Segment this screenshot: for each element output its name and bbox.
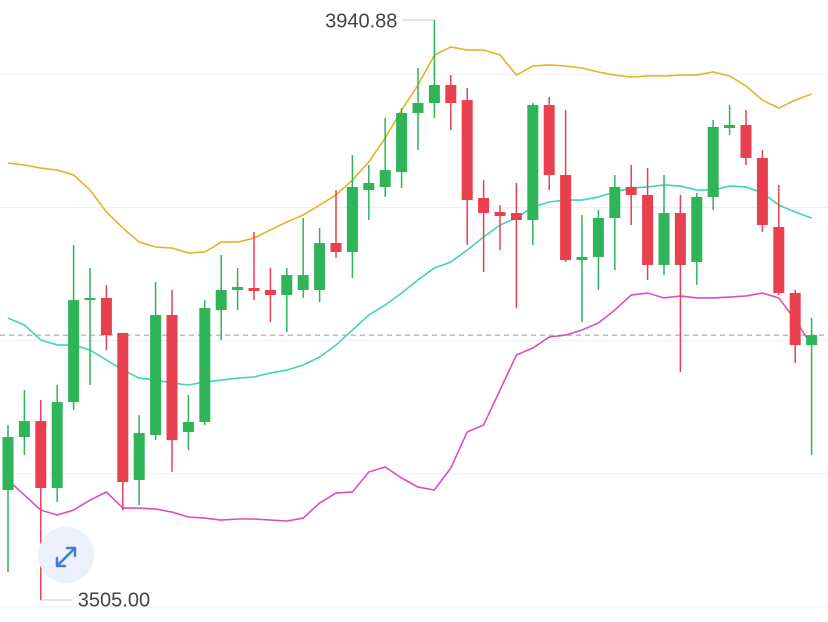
candle-body [806, 335, 818, 346]
annotation-label: 3940.88 [325, 10, 397, 32]
candle-body [117, 332, 129, 483]
candle-body [166, 314, 178, 441]
candle-body [199, 308, 211, 422]
candle-body [35, 421, 47, 488]
candle-body [412, 103, 424, 113]
candle-body [133, 433, 145, 481]
candle-body [642, 194, 654, 265]
annotation-label: 3505.00 [78, 589, 150, 611]
band-line [7, 46, 812, 254]
candle-body [215, 289, 227, 311]
candle-body [592, 217, 604, 257]
candle-body [625, 186, 637, 195]
candle-body [510, 213, 522, 220]
candle-body [68, 300, 80, 403]
candle-body [264, 289, 276, 296]
expand-button-bg[interactable] [38, 527, 94, 583]
candle-body [756, 157, 768, 226]
candle-body [740, 124, 752, 158]
candle-body [379, 170, 391, 187]
candle-body [330, 242, 342, 253]
expand-button[interactable] [38, 527, 94, 583]
candle-body [724, 124, 736, 129]
candle-body [396, 112, 408, 173]
candle-body [232, 287, 244, 290]
candle-body [428, 85, 440, 104]
candle-body [84, 297, 96, 301]
candle-body [691, 196, 703, 263]
candle-body [100, 297, 112, 336]
candle-body [314, 242, 326, 290]
band-line [7, 292, 813, 522]
candle-body [789, 293, 801, 346]
band-line [7, 184, 812, 386]
candle-body [182, 421, 194, 432]
candle-body [674, 213, 686, 265]
candle-body [609, 186, 621, 218]
candle-body [2, 437, 14, 490]
candle-body [51, 402, 63, 488]
candle-body [658, 213, 670, 265]
candle-body [248, 287, 260, 292]
candle-body [18, 421, 30, 438]
plot [0, 19, 828, 608]
candle-body [363, 182, 375, 191]
candle-body [281, 275, 293, 296]
candle-body [773, 227, 785, 294]
candle-body [560, 174, 572, 261]
candle-body [150, 314, 162, 436]
candle-body [707, 126, 719, 197]
candle-body [346, 186, 358, 253]
candle-body [576, 256, 588, 261]
candle-body [527, 104, 539, 220]
candle-body [494, 211, 506, 216]
candle-body [478, 198, 490, 214]
candle-body [461, 100, 473, 201]
candle-body [297, 275, 309, 290]
candle-body [445, 85, 457, 104]
candle-body [543, 104, 555, 175]
expand-icon[interactable] [55, 546, 77, 568]
